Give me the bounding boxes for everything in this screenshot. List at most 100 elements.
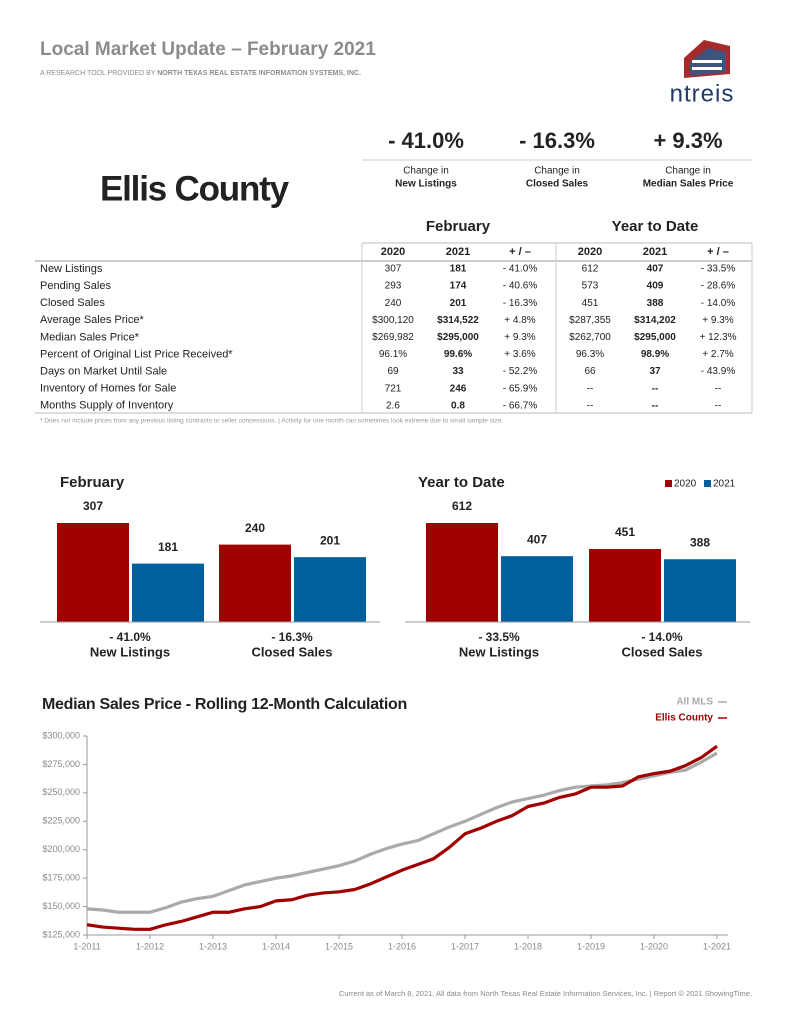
row-label: Pending Sales [40, 280, 111, 292]
table-cell: - 52.2% [503, 366, 538, 377]
table-cell: 612 [582, 264, 599, 275]
logo-stripe [692, 67, 722, 70]
bar-value-label: 307 [83, 499, 103, 513]
table-cell: $295,000 [634, 332, 676, 343]
bar-category: New Listings [459, 644, 539, 659]
x-tick-label: 1-2019 [577, 941, 605, 951]
legend-swatch [665, 480, 672, 487]
table-cell: 293 [385, 281, 402, 292]
table-cell: 66 [584, 366, 596, 377]
table-cell: - 28.6% [701, 281, 736, 292]
table-cell: 33 [452, 366, 464, 377]
table-cell: $300,120 [372, 315, 414, 326]
bar-change: - 14.0% [641, 630, 683, 644]
line-chart-title: Median Sales Price - Rolling 12-Month Ca… [42, 696, 407, 713]
bar-change: - 33.5% [478, 630, 520, 644]
column-header: 2020 [381, 246, 405, 258]
bar-change: - 41.0% [109, 630, 151, 644]
x-tick-label: 1-2011 [73, 941, 100, 951]
highlight-label: New Listings [395, 179, 457, 190]
table-cell: 181 [450, 264, 467, 275]
x-tick-label: 1-2013 [199, 941, 227, 951]
x-tick-label: 1-2015 [325, 941, 353, 951]
table-cell: 240 [385, 298, 402, 309]
table-cell: -- [715, 383, 722, 394]
table-cell: 98.9% [641, 349, 669, 360]
table-cell: 307 [385, 264, 402, 275]
bar [219, 544, 291, 622]
table-cell: - 43.9% [701, 366, 736, 377]
row-label: Average Sales Price* [40, 314, 144, 326]
bar-value-label: 240 [245, 521, 265, 535]
county-name: Ellis County [100, 169, 290, 208]
bar [426, 523, 498, 622]
table-cell: 0.8 [451, 400, 465, 411]
row-label: Percent of Original List Price Received* [40, 348, 233, 360]
bar [294, 557, 366, 622]
highlight-label: Closed Sales [526, 179, 589, 190]
highlight-label: Change in [403, 166, 449, 177]
row-label: Median Sales Price* [40, 331, 140, 343]
table-cell: 246 [450, 383, 467, 394]
bar-value-label: 407 [527, 532, 547, 546]
highlight-value: + 9.3% [653, 128, 722, 153]
y-tick-label: $225,000 [42, 816, 80, 826]
highlight-value: - 41.0% [388, 128, 464, 153]
bar-value-label: 388 [690, 535, 710, 549]
table-cell: 69 [387, 366, 399, 377]
y-tick-label: $250,000 [42, 787, 80, 797]
table-cell: -- [587, 383, 594, 394]
table-cell: 99.6% [444, 349, 472, 360]
table-cell: - 14.0% [701, 298, 736, 309]
report-title: Local Market Update – February 2021 [40, 39, 376, 60]
table-cell: 174 [450, 281, 467, 292]
bar-value-label: 612 [452, 499, 472, 513]
table-cell: -- [587, 400, 594, 411]
column-header: 2021 [643, 246, 667, 258]
column-header: + / – [509, 246, 531, 258]
table-cell: $287,355 [569, 315, 611, 326]
bar-category: New Listings [90, 644, 170, 659]
y-tick-label: $150,000 [42, 901, 80, 911]
table-cell: 96.1% [379, 349, 407, 360]
footnote: * Does not include prices from any previ… [40, 418, 503, 425]
table-cell: $295,000 [437, 332, 479, 343]
bar-value-label: 451 [615, 525, 635, 539]
footer: Current as of March 8, 2021. All data fr… [339, 989, 752, 998]
table-cell: 201 [450, 298, 467, 309]
table-cell: + 2.7% [702, 349, 734, 360]
line-series [86, 744, 718, 931]
row-label: Inventory of Homes for Sale [40, 383, 176, 395]
report-subtitle: A RESEARCH TOOL PROVIDED BY NORTH TEXAS … [40, 70, 361, 77]
bar [501, 556, 573, 622]
bar-value-label: 201 [320, 533, 340, 547]
bar-chart-title: February [60, 474, 125, 491]
bar [589, 549, 661, 622]
y-tick-label: $175,000 [42, 873, 80, 883]
y-tick-label: $200,000 [42, 844, 80, 854]
table-cell: 96.3% [576, 349, 604, 360]
table-group-header: Year to Date [612, 218, 699, 235]
x-tick-label: 1-2016 [388, 941, 416, 951]
table-cell: 2.6 [386, 400, 400, 411]
line-series [86, 751, 718, 914]
bar-category: Closed Sales [252, 644, 333, 659]
table-cell: 573 [582, 281, 599, 292]
bar-category: Closed Sales [622, 644, 703, 659]
x-tick-label: 1-2012 [136, 941, 164, 951]
table-cell: + 12.3% [700, 332, 737, 343]
table-cell: $314,522 [437, 315, 479, 326]
column-header: 2020 [578, 246, 602, 258]
table-cell: - 40.6% [503, 281, 538, 292]
table-cell: $314,202 [634, 315, 676, 326]
highlight-label: Median Sales Price [643, 179, 734, 190]
highlight-value: - 16.3% [519, 128, 595, 153]
highlight-label: Change in [665, 166, 711, 177]
subtitle-org: NORTH TEXAS REAL ESTATE INFORMATION SYST… [157, 70, 361, 77]
bar [664, 559, 736, 622]
table-cell: 721 [385, 383, 402, 394]
bar-value-label: 181 [158, 540, 178, 554]
logo-stripe [692, 60, 722, 63]
